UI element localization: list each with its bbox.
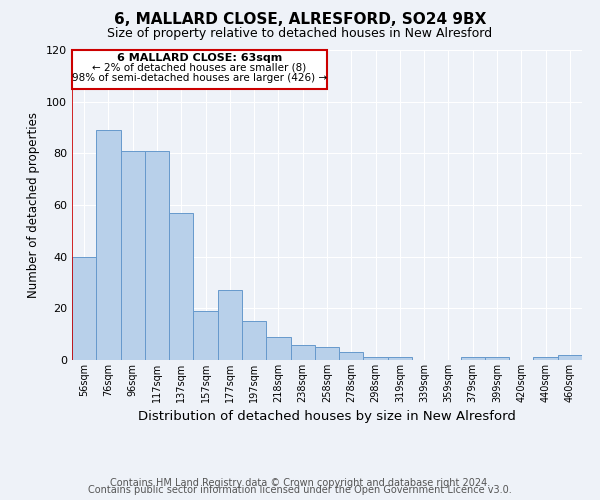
FancyBboxPatch shape — [72, 50, 327, 89]
Bar — [558, 355, 582, 360]
Text: Contains HM Land Registry data © Crown copyright and database right 2024.: Contains HM Land Registry data © Crown c… — [110, 478, 490, 488]
X-axis label: Distribution of detached houses by size in New Alresford: Distribution of detached houses by size … — [138, 410, 516, 424]
Text: 98% of semi-detached houses are larger (426) →: 98% of semi-detached houses are larger (… — [72, 73, 327, 83]
Text: Contains public sector information licensed under the Open Government Licence v3: Contains public sector information licen… — [88, 485, 512, 495]
Bar — [72, 256, 96, 360]
Bar — [315, 347, 339, 360]
Bar — [169, 213, 193, 360]
Bar — [145, 151, 169, 360]
Bar — [461, 358, 485, 360]
Bar — [96, 130, 121, 360]
Y-axis label: Number of detached properties: Number of detached properties — [28, 112, 40, 298]
Bar — [339, 352, 364, 360]
Bar — [290, 344, 315, 360]
Bar — [266, 337, 290, 360]
Bar — [533, 358, 558, 360]
Text: Size of property relative to detached houses in New Alresford: Size of property relative to detached ho… — [107, 28, 493, 40]
Bar — [242, 322, 266, 360]
Bar — [364, 358, 388, 360]
Text: ← 2% of detached houses are smaller (8): ← 2% of detached houses are smaller (8) — [92, 63, 307, 73]
Bar — [388, 358, 412, 360]
Text: 6 MALLARD CLOSE: 63sqm: 6 MALLARD CLOSE: 63sqm — [117, 52, 282, 62]
Bar — [121, 151, 145, 360]
Bar — [485, 358, 509, 360]
Bar — [218, 290, 242, 360]
Text: 6, MALLARD CLOSE, ALRESFORD, SO24 9BX: 6, MALLARD CLOSE, ALRESFORD, SO24 9BX — [114, 12, 486, 28]
Bar — [193, 311, 218, 360]
